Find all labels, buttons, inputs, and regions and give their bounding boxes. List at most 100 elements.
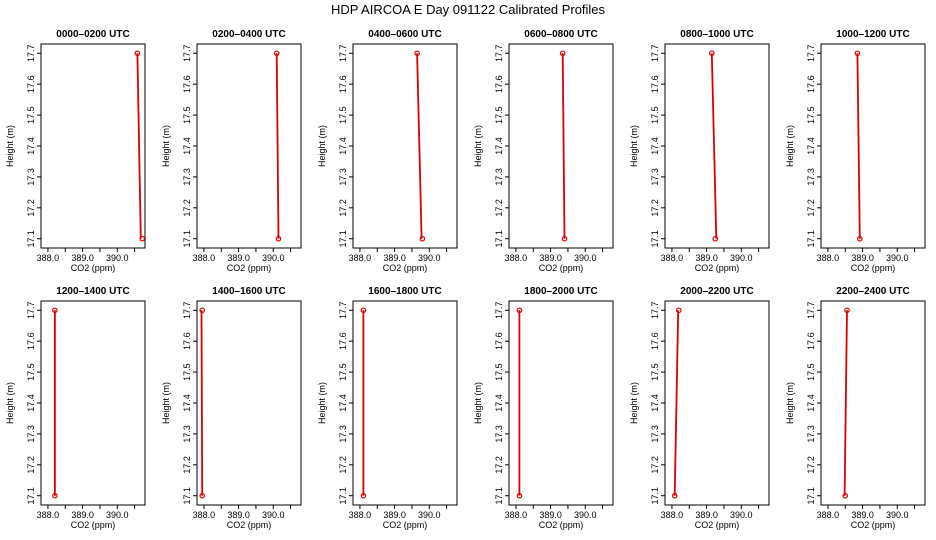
x-tick-label: 390.0: [418, 253, 441, 263]
panel-0: 0000–0200 UTC 388.0 389.0 390.0 17.1 17.2 17.3…: [5, 29, 146, 273]
profile-point: [199, 492, 206, 499]
profile-line: [561, 53, 566, 239]
profile-point: [712, 235, 719, 242]
x-tick-label: 389.0: [539, 510, 562, 520]
x-tick-label: 388.0: [349, 253, 372, 263]
y-tick-label: 17.4: [26, 394, 36, 412]
y-tick-label: 17.5: [182, 106, 192, 124]
x-axis-label: CO2 (ppm): [227, 520, 272, 530]
profile-line: [843, 310, 848, 496]
plot-frame: [352, 43, 458, 249]
profile-line: [200, 310, 204, 496]
profile-point: [134, 50, 141, 57]
x-tick-label: 390.0: [886, 510, 909, 520]
y-axis-label: Height (m): [785, 382, 795, 424]
y-tick-label: 17.2: [494, 456, 504, 474]
panel-title: 1200–1400 UTC: [56, 286, 129, 297]
profile-point: [857, 235, 863, 242]
y-tick-label: 17.2: [26, 199, 36, 217]
profile-line: [856, 53, 861, 239]
profile-point: [273, 50, 280, 57]
y-tick-label: 17.1: [338, 487, 348, 505]
y-tick-label: 17.5: [806, 363, 816, 381]
x-tick-label: 390.0: [106, 510, 129, 520]
y-tick-label: 17.4: [338, 394, 348, 412]
y-tick-label: 17.5: [26, 363, 36, 381]
panel-5: 1000–1200 UTC 388.0 389.0 390.0 17.1 17.2 17.3…: [785, 29, 926, 273]
x-tick-label: 388.0: [661, 510, 684, 520]
panel-2: 0400–0600 UTC 388.0 389.0 390.0 17.1 17.2 17.3…: [317, 29, 458, 273]
plot-frame: [664, 43, 770, 249]
x-tick-label: 390.0: [106, 253, 129, 263]
y-tick-label: 17.5: [650, 363, 660, 381]
x-tick-label: 389.0: [383, 253, 406, 263]
x-axis-label: CO2 (ppm): [539, 520, 584, 530]
y-tick-label: 17.6: [182, 332, 192, 350]
y-tick-label: 17.6: [26, 75, 36, 93]
y-tick-label: 17.7: [182, 302, 192, 320]
plot-frame: [40, 43, 146, 249]
y-tick-label: 17.2: [494, 199, 504, 217]
y-tick-label: 17.5: [26, 106, 36, 124]
y-tick-label: 17.5: [806, 106, 816, 124]
x-tick-label: 389.0: [851, 510, 874, 520]
profile-point: [139, 235, 146, 242]
x-axis-label: CO2 (ppm): [695, 263, 740, 273]
x-axis-label: CO2 (ppm): [851, 263, 896, 273]
y-tick-label: 17.4: [182, 394, 192, 412]
y-tick-label: 17.7: [650, 45, 660, 63]
y-tick-label: 17.2: [806, 456, 816, 474]
x-axis-label: CO2 (ppm): [539, 263, 584, 273]
panel-title: 1800–2000 UTC: [524, 286, 597, 297]
y-axis-label: Height (m): [5, 382, 15, 424]
y-axis-label: Height (m): [629, 125, 639, 167]
plot-frame: [820, 43, 926, 249]
y-tick-label: 17.2: [806, 199, 816, 217]
x-tick-label: 388.0: [661, 253, 684, 263]
profile-point: [516, 307, 523, 314]
panel-title: 2000–2200 UTC: [680, 286, 753, 297]
y-axis-label: Height (m): [629, 382, 639, 424]
plot-frame: [40, 300, 146, 506]
plot-frame: [664, 300, 770, 506]
plot-frame: [508, 300, 614, 506]
y-tick-label: 17.7: [338, 45, 348, 63]
y-tick-label: 17.6: [494, 75, 504, 93]
y-tick-label: 17.4: [806, 137, 816, 155]
x-tick-label: 388.0: [817, 510, 840, 520]
y-tick-label: 17.6: [338, 75, 348, 93]
panel-8: 1600–1800 UTC 388.0 389.0 390.0 17.1 17.2 17.3…: [317, 286, 458, 530]
profile-point: [275, 235, 282, 242]
y-tick-label: 17.1: [182, 230, 192, 248]
panels: 0000–0200 UTC 388.0 389.0 390.0 17.1 17.2 17.3…: [5, 29, 926, 530]
y-tick-label: 17.3: [806, 425, 816, 443]
profile-point: [360, 492, 367, 499]
x-tick-label: 390.0: [262, 253, 285, 263]
y-tick-label: 17.1: [26, 230, 36, 248]
x-tick-label: 388.0: [505, 253, 528, 263]
panel-title: 0600–0800 UTC: [524, 29, 597, 40]
y-tick-label: 17.5: [494, 363, 504, 381]
y-tick-label: 17.3: [182, 425, 192, 443]
y-tick-label: 17.6: [182, 75, 192, 93]
y-tick-label: 17.2: [338, 456, 348, 474]
y-tick-label: 17.4: [338, 137, 348, 155]
plot-frame: [196, 300, 302, 506]
y-tick-label: 17.1: [806, 487, 816, 505]
y-tick-label: 17.1: [650, 487, 660, 505]
y-tick-label: 17.6: [806, 75, 816, 93]
y-tick-label: 17.6: [650, 332, 660, 350]
y-tick-label: 17.7: [338, 302, 348, 320]
y-axis-label: Height (m): [5, 125, 15, 167]
x-tick-label: 389.0: [539, 253, 562, 263]
y-tick-label: 17.3: [26, 168, 36, 186]
y-tick-label: 17.4: [494, 137, 504, 155]
x-tick-label: 388.0: [193, 253, 216, 263]
y-tick-label: 17.1: [182, 487, 192, 505]
x-axis-label: CO2 (ppm): [71, 520, 116, 530]
y-tick-label: 17.5: [338, 106, 348, 124]
panel-title: 1000–1200 UTC: [836, 29, 909, 40]
x-tick-label: 388.0: [349, 510, 372, 520]
y-tick-label: 17.1: [494, 487, 504, 505]
figure-title: HDP AIRCOA E Day 091122 Calibrated Profi…: [331, 2, 606, 17]
